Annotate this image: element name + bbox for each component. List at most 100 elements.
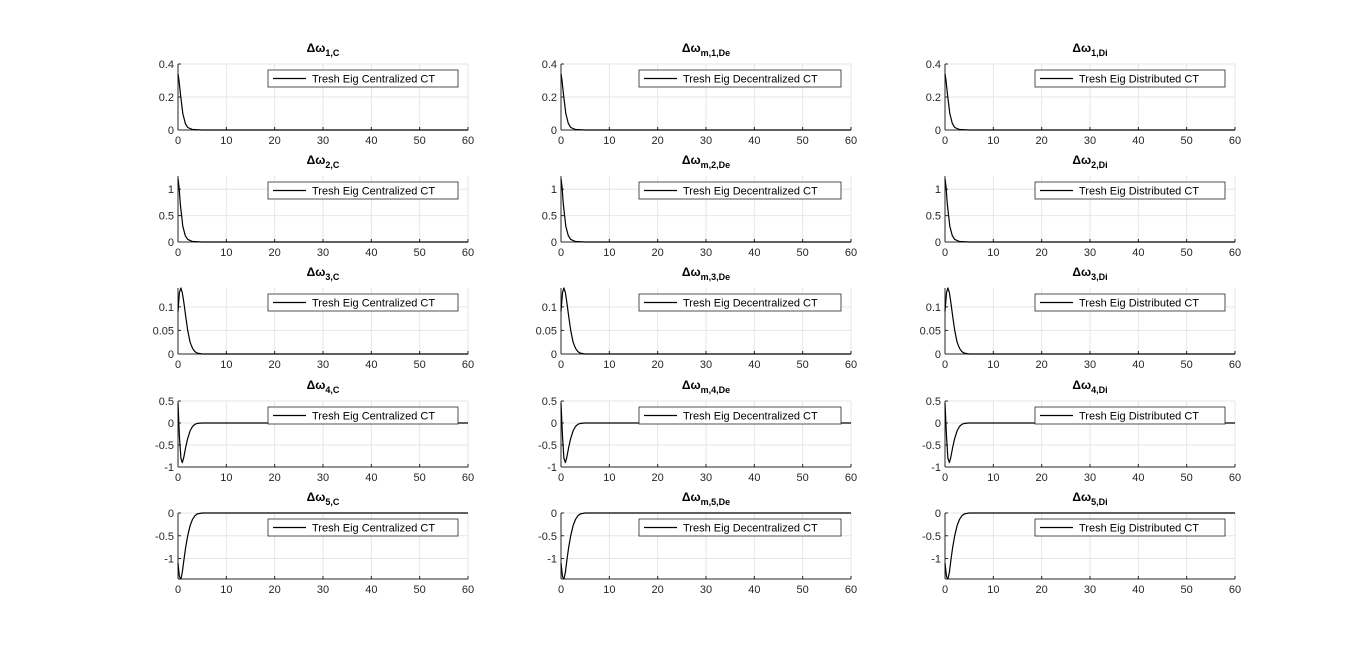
subplot-title: Δω1,Di [1072, 41, 1107, 58]
y-tick-label: 0.2 [542, 92, 557, 104]
x-tick-label: 10 [987, 359, 999, 371]
x-tick-label: 0 [175, 247, 181, 259]
x-tick-label: 0 [558, 135, 564, 147]
legend-box [267, 293, 459, 312]
x-tick-label: 40 [1132, 472, 1144, 484]
x-tick-label: 60 [462, 247, 474, 259]
subplot-title: Δω4,Di [1072, 378, 1107, 395]
x-tick-label: 30 [1084, 247, 1096, 259]
x-tick-label: 20 [269, 247, 281, 259]
x-tick-label: 50 [414, 584, 426, 596]
legend-box [1034, 406, 1226, 425]
x-tick-label: 50 [1181, 359, 1193, 371]
y-tick-label: 0.5 [159, 396, 174, 408]
y-tick-label: 0.5 [926, 396, 941, 408]
x-tick-label: 30 [700, 584, 712, 596]
x-tick-label: 30 [700, 472, 712, 484]
x-tick-label: 40 [748, 584, 760, 596]
x-tick-label: 60 [845, 359, 857, 371]
y-tick-label: 0 [168, 237, 174, 249]
x-tick-label: 60 [845, 247, 857, 259]
x-tick-label: 60 [845, 135, 857, 147]
title-main: Δω [307, 41, 326, 55]
y-tick-label: 0.1 [159, 302, 174, 314]
x-tick-label: 30 [317, 472, 329, 484]
subplot-title: Δωm,4,De [682, 378, 730, 395]
title-main: Δω [682, 490, 701, 504]
subplot-4-1: 0 10 20 30 40 50 60 -1 -0.5 0 0.5 Δω4,C Tresh Eig Ce… [155, 378, 474, 484]
x-tick-label: 50 [1181, 247, 1193, 259]
x-tick-label: 60 [462, 135, 474, 147]
x-tick-label: 10 [987, 584, 999, 596]
x-tick-label: 10 [220, 247, 232, 259]
x-tick-label: 20 [269, 135, 281, 147]
x-tick-label: 50 [414, 247, 426, 259]
y-tick-label: -1 [547, 554, 557, 566]
y-tick-label: 0 [935, 349, 941, 361]
y-tick-label: 0 [168, 349, 174, 361]
x-tick-label: 0 [942, 472, 948, 484]
y-tick-label: 0.5 [926, 211, 941, 223]
x-tick-label: 60 [1229, 472, 1241, 484]
legend-box [267, 406, 459, 425]
series-line [560, 178, 851, 243]
x-tick-label: 30 [700, 247, 712, 259]
x-tick-label: 20 [652, 247, 664, 259]
legend-entry-label: Tresh Eig Centralized CT [312, 523, 435, 535]
x-tick-label: 40 [1132, 135, 1144, 147]
title-subscript: 1,C [325, 48, 340, 58]
legend-entry-label: Tresh Eig Centralized CT [312, 298, 435, 310]
legend-entry-label: Tresh Eig Distributed CT [1079, 411, 1199, 423]
x-tick-label: 10 [220, 584, 232, 596]
x-tick-label: 0 [942, 584, 948, 596]
title-subscript: m,5,De [701, 497, 731, 507]
x-tick-label: 40 [1132, 584, 1144, 596]
x-tick-label: 10 [220, 472, 232, 484]
title-subscript: 3,Di [1091, 272, 1108, 282]
y-tick-label: 1 [551, 184, 557, 196]
legend-box [638, 69, 842, 88]
subplot-4-2: 0 10 20 30 40 50 60 -1 -0.5 0 0.5 Δωm,4,De Tresh Eig… [538, 378, 857, 484]
subplot-title: Δω3,Di [1072, 265, 1107, 282]
legend-entry-label: Tresh Eig Centralized CT [312, 411, 435, 423]
x-tick-label: 20 [1036, 472, 1048, 484]
y-tick-label: 0.05 [920, 325, 941, 337]
legend-entry-label: Tresh Eig Decentralized CT [683, 186, 818, 198]
title-subscript: 3,C [325, 272, 340, 282]
title-main: Δω [1072, 265, 1091, 279]
y-tick-label: 0 [551, 349, 557, 361]
x-tick-label: 30 [1084, 472, 1096, 484]
y-tick-label: 0 [168, 125, 174, 137]
legend-entry-label: Tresh Eig Distributed CT [1079, 298, 1199, 310]
y-tick-label: 0 [551, 125, 557, 137]
x-tick-label: 10 [987, 472, 999, 484]
x-tick-label: 0 [175, 584, 181, 596]
y-tick-label: -0.5 [538, 440, 557, 452]
x-tick-label: 60 [1229, 247, 1241, 259]
title-subscript: 4,Di [1091, 385, 1108, 395]
x-tick-label: 10 [987, 247, 999, 259]
x-tick-label: 40 [748, 135, 760, 147]
y-tick-label: 0 [935, 418, 941, 430]
y-tick-label: 0 [935, 237, 941, 249]
y-tick-label: -1 [931, 462, 941, 474]
y-tick-label: 0.05 [536, 325, 557, 337]
title-subscript: m,1,De [701, 48, 731, 58]
title-main: Δω [682, 265, 701, 279]
y-tick-label: -0.5 [922, 531, 941, 543]
y-tick-label: -0.5 [155, 531, 174, 543]
y-tick-label: 0 [551, 237, 557, 249]
title-main: Δω [1072, 153, 1091, 167]
x-tick-label: 50 [797, 359, 809, 371]
x-tick-label: 0 [175, 135, 181, 147]
y-tick-label: 0.2 [159, 92, 174, 104]
y-tick-label: 0 [551, 418, 557, 430]
x-tick-label: 20 [652, 584, 664, 596]
subplot-1-3: 0 10 20 30 40 50 60 0 0.2 0.4 Δω1,Di Tresh Eig Dist… [926, 41, 1241, 147]
series-line [944, 287, 1235, 355]
x-tick-label: 10 [603, 359, 615, 371]
x-tick-label: 30 [317, 359, 329, 371]
x-tick-label: 30 [1084, 359, 1096, 371]
legend-box [1034, 293, 1226, 312]
series-line [177, 512, 468, 580]
